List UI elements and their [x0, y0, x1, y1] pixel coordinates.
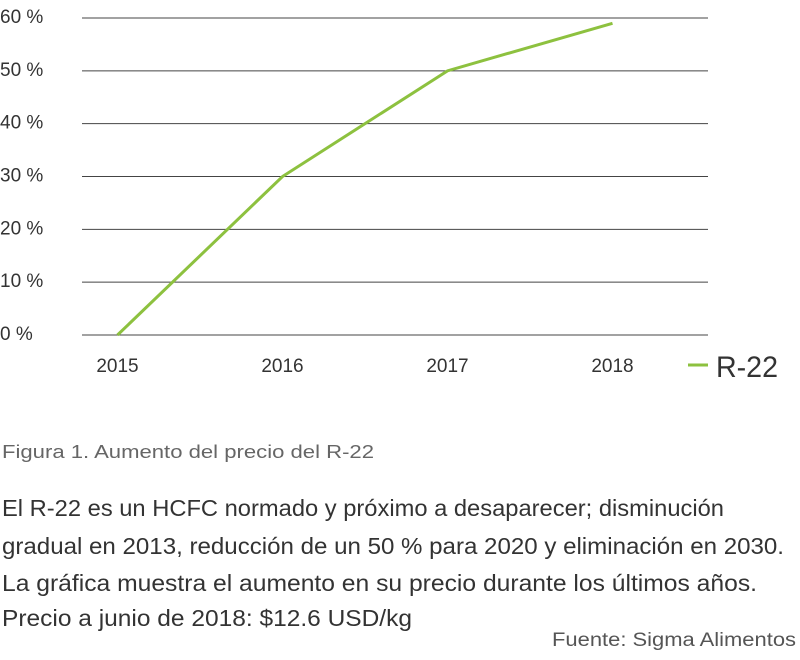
x-tick-label: 2017: [426, 356, 468, 377]
legend-label: R-22: [716, 351, 778, 384]
data-line: [116, 21, 613, 337]
x-tick-label: 2018: [591, 356, 633, 377]
y-tick-label: 20 %: [0, 218, 43, 239]
x-tick-label: 2016: [261, 356, 303, 377]
y-tick-label: 60 %: [0, 7, 43, 28]
y-tick-label: 0 %: [0, 324, 33, 345]
y-tick-label: 10 %: [0, 271, 43, 292]
description-line: gradual en 2013, reducción de un 50 % pa…: [2, 533, 784, 559]
caption: Figura 1. Aumento del precio del R-22: [2, 442, 374, 462]
x-tick-label: 2015: [96, 356, 138, 377]
y-tick-label: 40 %: [0, 113, 43, 134]
description-line: Precio a junio de 2018: $12.6 USD/kg: [2, 605, 412, 631]
description-line: La gráfica muestra el aumento en su prec…: [2, 570, 757, 596]
description-line: El R-22 es un HCFC normado y próximo a d…: [2, 495, 724, 521]
y-tick-label: 50 %: [0, 60, 43, 81]
source: Fuente: Sigma Alimentos: [552, 630, 796, 651]
y-tick-label: 30 %: [0, 166, 43, 187]
